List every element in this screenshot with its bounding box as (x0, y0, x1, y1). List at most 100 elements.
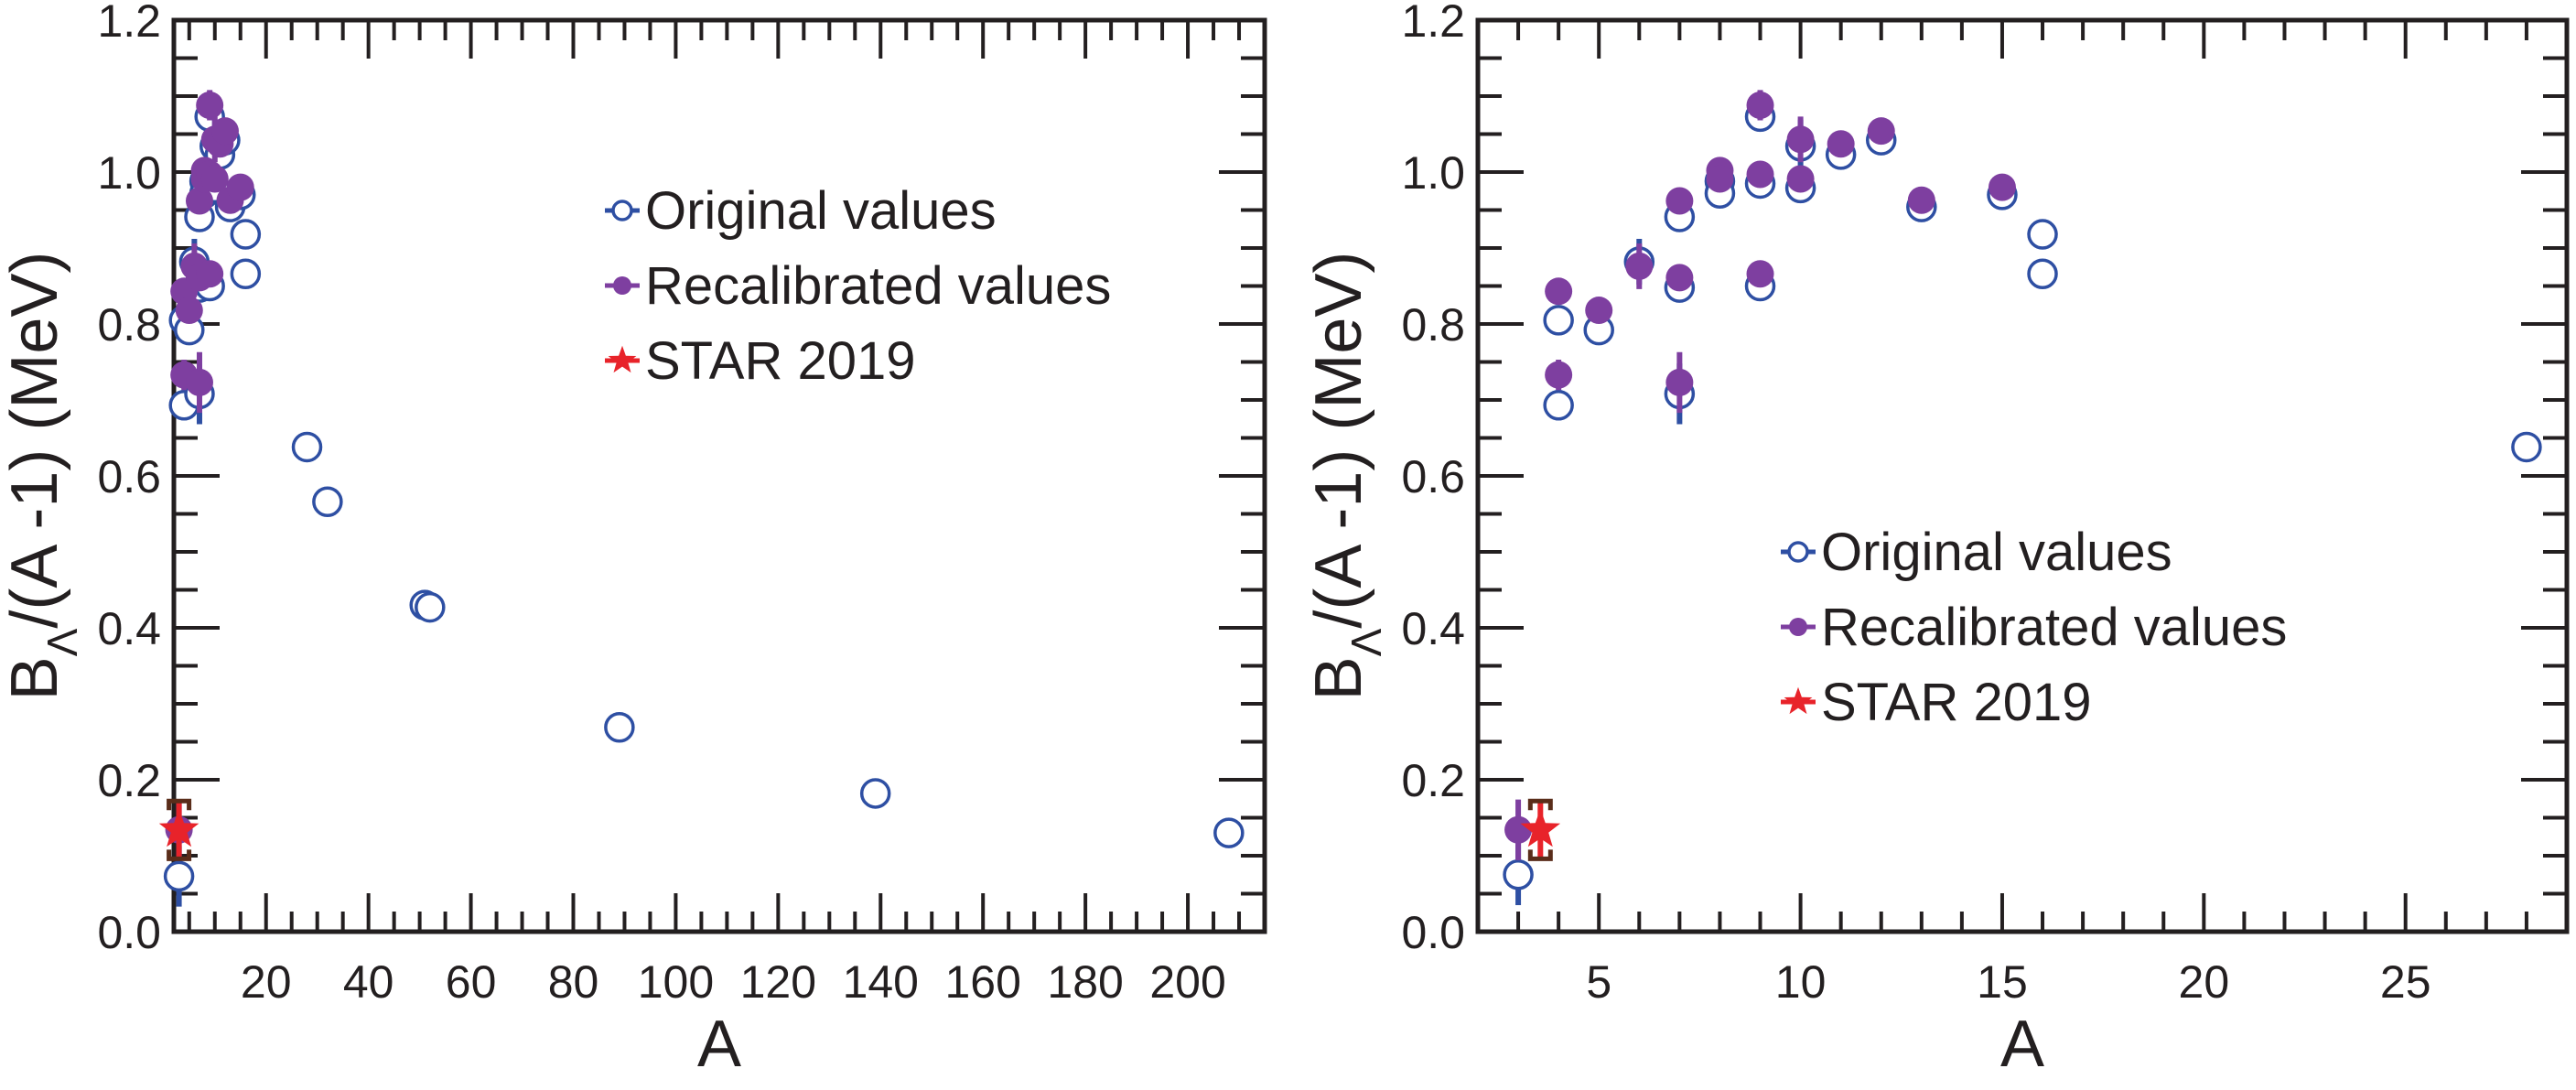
open-circle-marker (1543, 390, 1574, 421)
filled-circle-marker (1907, 186, 1935, 214)
systematic-bracket-top (167, 798, 192, 811)
open-circle-marker (1543, 305, 1574, 336)
data-point (1907, 186, 1935, 214)
data-point (1543, 390, 1574, 421)
legend: Original values Recalibrated values STAR 2… (605, 181, 1111, 391)
legend-open-circle-icon (1787, 541, 1809, 563)
data-point (1827, 130, 1855, 158)
filled-circle-marker (1746, 91, 1774, 119)
y-axis-title-rest: /(A -1) (MeV) (0, 252, 71, 629)
filled-circle-marker (1786, 165, 1815, 193)
legend: Original values Recalibrated values STAR 2… (1781, 523, 2287, 732)
y-axis-title-rest: /(A -1) (MeV) (1302, 252, 1375, 629)
legend-label: Recalibrated values (1821, 598, 2287, 657)
x-tick-label: 20 (241, 956, 292, 1008)
series-star-2019 (158, 798, 199, 861)
x-tick-label: 10 (1775, 956, 1827, 1008)
systematic-bracket-bottom (1527, 849, 1553, 861)
y-axis-title-main: B (0, 656, 71, 700)
data-point (415, 591, 446, 623)
open-circle-marker (415, 591, 446, 623)
data-point (1746, 260, 1774, 288)
y-tick-label: 1.2 (97, 0, 161, 47)
data-point (312, 486, 343, 517)
data-point (1665, 351, 1694, 414)
filled-circle-marker (210, 117, 239, 146)
right-panel: 5 10 15 20 25 0.0 0.2 0.4 0.6 0.8 1.0 1.2 A BΛ/(A -1)… (1302, 0, 2570, 1081)
data-point (1545, 277, 1573, 306)
y-axis-title-main: B (1302, 656, 1375, 700)
open-circle-marker (604, 711, 635, 743)
y-axis-title: BΛ/(A -1) (MeV) (1302, 252, 1390, 701)
data-point (1213, 817, 1245, 848)
filled-circle-marker (1545, 361, 1573, 389)
data-point (1520, 798, 1561, 861)
open-circle-marker (291, 431, 323, 463)
legend-filled-circle-icon (1789, 618, 1807, 636)
data-point (2027, 258, 2058, 289)
y-tick-label: 0.0 (1401, 907, 1465, 958)
filled-circle-marker (1665, 368, 1694, 396)
filled-circle-marker (226, 173, 254, 201)
filled-circle-marker (175, 297, 203, 325)
filled-circle-marker (1746, 160, 1774, 189)
filled-circle-marker (1545, 277, 1573, 306)
y-tick-label: 0.2 (97, 755, 161, 806)
y-tick-label: 0.8 (1401, 299, 1465, 351)
data-point (1545, 360, 1573, 391)
x-tick-label: 25 (2380, 956, 2431, 1008)
legend-item: Recalibrated values (1781, 598, 2287, 657)
open-circle-marker (2511, 431, 2542, 463)
y-axis-title-subscript: Λ (1342, 628, 1390, 656)
x-tick-label: 5 (1586, 956, 1611, 1008)
legend-star-icon (1784, 686, 1813, 715)
legend-label: STAR 2019 (645, 331, 916, 391)
data-point (604, 711, 635, 743)
data-point (196, 260, 224, 288)
x-tick-label: 60 (446, 956, 497, 1008)
legend-item: Original values (605, 181, 997, 241)
legend-open-circle-icon (611, 200, 633, 221)
open-circle-marker (230, 219, 262, 250)
x-tick-label: 160 (944, 956, 1020, 1008)
filled-circle-marker (1625, 252, 1654, 280)
y-tick-label: 1.2 (1401, 0, 1465, 47)
x-tick-label: 80 (548, 956, 599, 1008)
x-tick-label: 120 (740, 956, 816, 1008)
legend-item: Recalibrated values (605, 256, 1111, 316)
legend-label: Original values (645, 181, 997, 241)
data-point (1988, 173, 2016, 201)
data-point (1503, 844, 1534, 905)
x-axis-title: A (697, 1008, 741, 1081)
filled-circle-marker (196, 91, 224, 119)
open-circle-marker (1213, 817, 1245, 848)
y-tick-label: 1.0 (1401, 147, 1465, 199)
series-recalibrated-values (1504, 90, 2016, 860)
filled-circle-marker (1988, 173, 2016, 201)
filled-circle-marker (196, 260, 224, 288)
star-marker (1520, 808, 1561, 847)
legend-item: Original values (1781, 523, 2172, 582)
legend-label: Recalibrated values (645, 256, 1111, 316)
star-marker (158, 808, 199, 847)
open-circle-marker (312, 486, 343, 517)
y-tick-label: 0.6 (1401, 451, 1465, 502)
filled-circle-marker (1827, 130, 1855, 158)
x-tick-label: 140 (843, 956, 919, 1008)
data-point (1504, 799, 1533, 860)
x-tick-label: 20 (2179, 956, 2230, 1008)
y-axis-title: BΛ/(A -1) (MeV) (0, 252, 86, 701)
x-tick-label: 15 (1977, 956, 2028, 1008)
filled-circle-marker (1746, 260, 1774, 288)
data-point (175, 297, 203, 325)
legend-label: Original values (1821, 523, 2172, 582)
data-point (200, 165, 229, 193)
data-point (2511, 431, 2542, 463)
data-point (1665, 187, 1694, 215)
y-tick-label: 1.0 (97, 147, 161, 199)
open-circle-marker (230, 258, 262, 289)
data-point (1665, 264, 1694, 292)
data-point (1625, 243, 1654, 289)
x-axis-title: A (2000, 1008, 2044, 1081)
